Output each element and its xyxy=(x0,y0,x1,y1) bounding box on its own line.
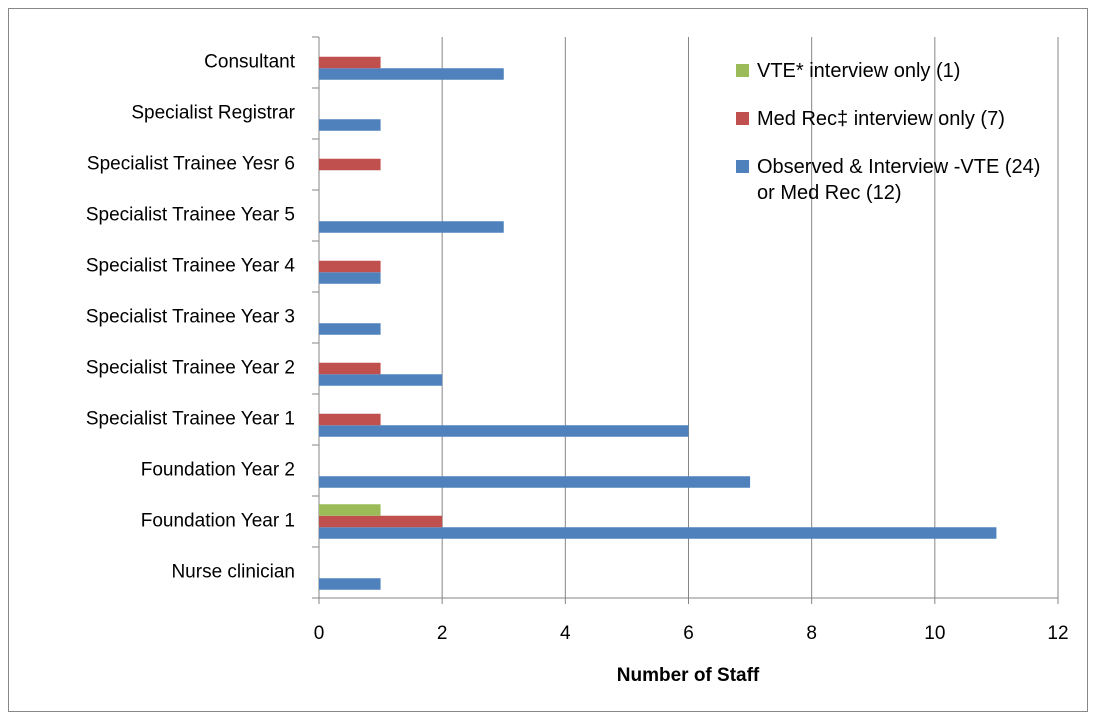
y-tick-label: Foundation Year 2 xyxy=(141,460,295,481)
legend-label: VTE* interview only (1) xyxy=(757,60,961,82)
bar xyxy=(319,272,381,284)
y-tick-label: Specialist Registrar xyxy=(131,103,295,124)
y-tick-label: Specialist Trainee Year 4 xyxy=(86,256,296,277)
y-tick-label: Nurse clinician xyxy=(171,562,295,583)
bar xyxy=(319,504,381,516)
bar xyxy=(319,527,997,539)
y-tick-label: Specialist Trainee Year 3 xyxy=(86,307,295,328)
y-tick-label: Foundation Year 1 xyxy=(141,511,295,532)
bar xyxy=(319,260,381,273)
bar xyxy=(319,362,381,375)
y-tick-label: Specialist Trainee Year 2 xyxy=(86,358,295,379)
bar xyxy=(319,158,381,171)
chart-border xyxy=(8,8,1088,712)
y-tick-label: Consultant xyxy=(204,52,296,73)
legend-item: Med Rec‡ interview only (7) xyxy=(736,106,1066,132)
legend: VTE* interview only (1) Med Rec‡ intervie… xyxy=(736,58,1066,228)
bar xyxy=(319,119,381,131)
y-tick-label: Specialist Trainee Year 5 xyxy=(86,205,295,226)
bar xyxy=(319,515,443,528)
x-tick-label: 8 xyxy=(806,623,817,644)
bar xyxy=(319,374,443,386)
bar xyxy=(319,476,751,488)
x-tick-label: 2 xyxy=(437,623,448,644)
bar xyxy=(319,221,504,233)
legend-swatch xyxy=(736,64,749,77)
y-tick-label: Specialist Trainee Yesr 6 xyxy=(87,154,295,175)
bar xyxy=(319,578,381,590)
x-tick-label: 6 xyxy=(683,623,694,644)
x-tick-label: 10 xyxy=(924,623,945,644)
legend-swatch xyxy=(736,112,749,125)
y-tick-label: Specialist Trainee Year 1 xyxy=(86,409,295,430)
legend-label: Med Rec‡ interview only (7) xyxy=(757,108,1005,130)
legend-item: Observed & Interview -VTE (24) or Med Re… xyxy=(736,154,1066,206)
bar xyxy=(319,425,689,437)
legend-swatch xyxy=(736,160,749,173)
legend-label: Observed & Interview -VTE (24) or Med Re… xyxy=(757,156,1041,204)
x-axis-title: Number of Staff xyxy=(617,665,760,686)
legend-item: VTE* interview only (1) xyxy=(736,58,1066,84)
bar xyxy=(319,323,381,335)
bar xyxy=(319,56,381,69)
x-tick-label: 0 xyxy=(314,623,325,644)
bar xyxy=(319,413,381,426)
bar xyxy=(319,68,504,80)
x-tick-label: 12 xyxy=(1047,623,1068,644)
x-tick-label: 4 xyxy=(560,623,571,644)
